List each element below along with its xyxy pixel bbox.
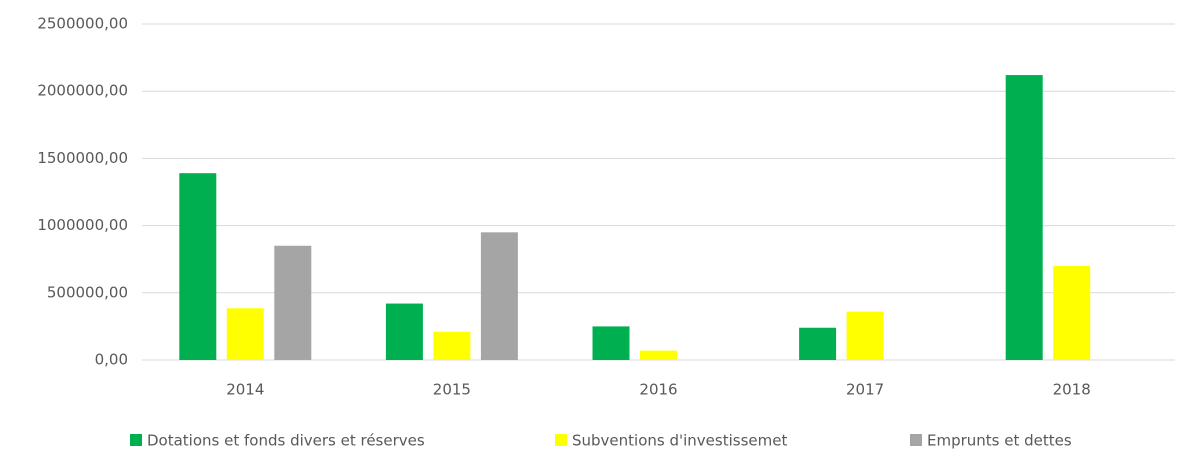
y-tick-label: 500000,00 — [47, 283, 128, 301]
bar — [179, 173, 217, 360]
x-tick-label: 2016 — [639, 381, 677, 399]
bar — [433, 331, 471, 360]
bar — [640, 350, 677, 360]
bar — [226, 308, 264, 360]
x-tick-label: 2018 — [1053, 381, 1091, 399]
y-tick-label: 2000000,00 — [37, 82, 128, 100]
bar — [274, 245, 312, 360]
bar — [592, 326, 630, 360]
y-tick-label: 1000000,00 — [37, 216, 128, 234]
y-tick-label: 0,00 — [95, 351, 128, 369]
legend-swatch — [910, 434, 922, 446]
legend-label: Dotations et fonds divers et réserves — [147, 432, 425, 450]
bar — [1005, 75, 1043, 361]
x-tick-label: 2014 — [226, 381, 264, 399]
bar — [385, 303, 423, 360]
y-tick-label: 1500000,00 — [37, 149, 128, 167]
x-tick-label: 2017 — [846, 381, 884, 399]
legend-label: Emprunts et dettes — [927, 432, 1072, 450]
bar — [799, 327, 837, 360]
x-tick-label: 2015 — [433, 381, 471, 399]
legend-label: Subventions d'investissemet — [572, 432, 787, 450]
y-tick-label: 2500000,00 — [37, 15, 128, 33]
legend-swatch — [130, 434, 142, 446]
bar — [480, 232, 518, 360]
bar — [1053, 265, 1091, 360]
bar — [846, 311, 884, 360]
legend-swatch — [555, 434, 567, 446]
